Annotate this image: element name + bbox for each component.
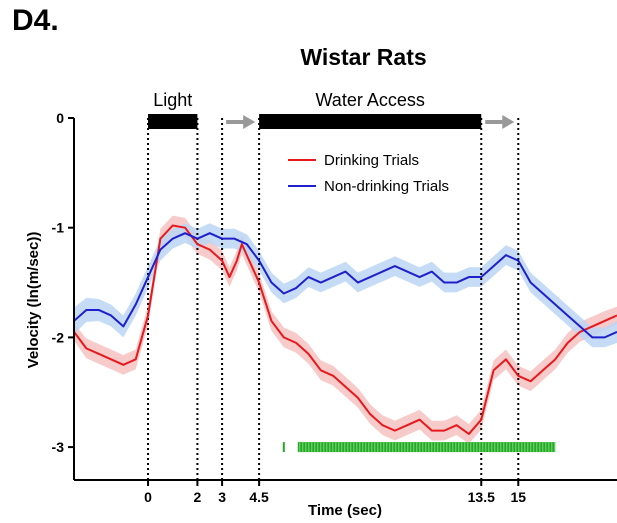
series-lines xyxy=(73,224,617,435)
series-line-1 xyxy=(73,224,617,435)
epoch-label-1: Light xyxy=(153,90,192,110)
legend-label-1: Drinking Trials xyxy=(324,152,419,169)
y-tick-label-4: -3 xyxy=(52,439,65,455)
legend-label-2: Non-drinking Trials xyxy=(324,178,449,195)
series-line-2 xyxy=(73,232,617,339)
epoch-bars: Light Water Access xyxy=(148,90,482,129)
significance-bar xyxy=(282,442,556,453)
epoch-bar-1 xyxy=(148,114,198,129)
x-tick-label-4: 4.5 xyxy=(249,489,269,505)
y-tick-label-2: -1 xyxy=(52,220,65,236)
x-tick-label-5: 13.5 xyxy=(468,489,495,505)
x-tick-label-1: 0 xyxy=(144,489,152,505)
x-tick-label-2: 2 xyxy=(194,489,202,505)
arrow-head-2 xyxy=(502,115,515,129)
arrow-1 xyxy=(226,115,256,129)
panel-label: D4. xyxy=(12,4,59,37)
arrows xyxy=(226,115,515,129)
error-bands xyxy=(74,215,617,444)
arrow-head-1 xyxy=(243,115,256,129)
x-axis-label: Time (sec) xyxy=(308,502,382,519)
x-tick-label-6: 15 xyxy=(510,489,526,505)
event-lines xyxy=(147,118,520,480)
y-axis-label: Velocity (ln(m/sec)) xyxy=(25,232,42,369)
x-tick-label-3: 3 xyxy=(218,489,226,505)
legend: Drinking Trials Non-drinking Trials xyxy=(288,152,449,195)
epoch-bar-2 xyxy=(259,114,482,129)
y-tick-label-1: 0 xyxy=(56,110,64,126)
x-ticks: 0 2 3 4.5 13.5 15 xyxy=(144,480,526,505)
chart-title: Wistar Rats xyxy=(300,44,427,70)
error-band-2 xyxy=(74,223,617,348)
sig-bar xyxy=(297,442,556,453)
y-ticks: 0 -1 -2 -3 xyxy=(52,110,74,455)
epoch-label-2: Water Access xyxy=(315,90,424,110)
arrow-2 xyxy=(485,115,515,129)
y-tick-label-3: -2 xyxy=(52,329,65,345)
axes xyxy=(73,118,617,481)
